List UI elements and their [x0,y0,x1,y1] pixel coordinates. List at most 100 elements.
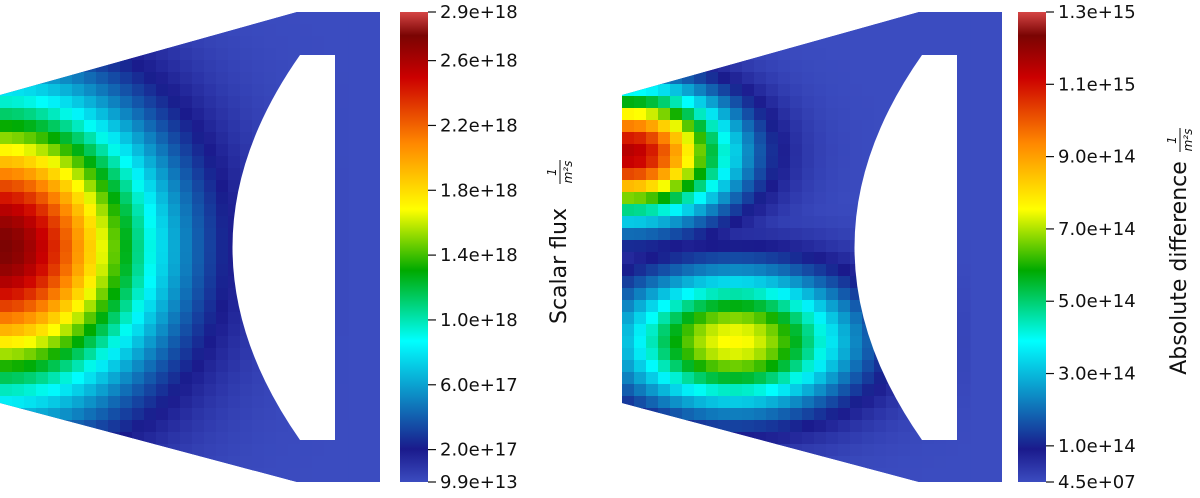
domain-cutout [232,55,335,440]
field-cell [730,456,743,469]
field-cell [778,48,791,61]
field-cell [156,432,169,445]
field-cell [946,456,959,469]
field-cell [300,468,313,481]
field-cell [156,168,169,181]
field-cell [838,324,851,337]
field-cell [12,72,25,85]
field-cell [850,336,863,349]
field-cell [754,228,767,241]
field-cell [814,228,827,241]
field-cell [0,324,13,337]
field-cell [48,120,61,133]
field-cell [48,420,61,433]
field-cell [862,408,875,421]
field-cell [910,36,923,49]
field-cell [336,96,349,109]
field-cell [336,360,349,373]
field-cell [156,468,169,481]
field-cell [168,132,181,145]
field-cell [228,132,241,145]
field-cell [634,348,647,361]
field-cell [324,24,337,37]
field-cell [958,456,971,469]
field-cell [622,324,635,337]
field-cell [850,60,863,73]
field-cell [754,132,767,145]
field-cell [84,360,97,373]
field-cell [120,60,133,73]
field-cell [156,324,169,337]
field-cell [730,96,743,109]
field-cell [156,84,169,97]
field-cell [216,168,229,181]
field-cell [60,444,73,457]
field-cell [886,24,899,37]
field-cell [658,432,671,445]
field-cell [706,396,719,409]
field-cell [336,480,349,482]
field-cell [790,180,803,193]
field-cell [168,12,181,25]
field-cell [886,444,899,457]
field-cell [862,120,875,133]
field-cell [670,192,683,205]
field-cell [108,312,121,325]
field-cell [718,396,731,409]
field-cell [718,252,731,265]
field-cell [24,408,37,421]
field-cell [958,228,971,241]
field-cell [288,24,301,37]
field-cell [276,456,289,469]
field-cell [228,384,241,397]
field-cell [850,96,863,109]
field-cell [156,480,169,482]
field-cell [60,312,73,325]
field-cell [240,348,253,361]
field-cell [778,324,791,337]
field-cell [742,456,755,469]
field-cell [240,72,253,85]
field-cell [754,84,767,97]
field-cell [324,36,337,49]
field-cell [814,216,827,229]
field-cell [84,252,97,265]
field-cell [72,468,85,481]
field-cell [276,12,289,25]
field-cell [228,180,241,193]
field-cell [204,72,217,85]
field-cell [826,120,839,133]
field-cell [300,24,313,37]
field-cell [730,192,743,205]
field-cell [730,480,743,482]
field-cell [754,72,767,85]
field-cell [670,156,683,169]
field-cell [634,156,647,169]
field-cell [778,264,791,277]
field-cell [216,228,229,241]
field-cell [168,84,181,97]
field-cell [742,324,755,337]
field-cell [84,264,97,277]
field-cell [658,24,671,37]
field-cell [180,444,193,457]
field-cell [646,288,659,301]
field-cell [958,240,971,253]
field-cell [790,300,803,313]
field-cell [168,336,181,349]
field-cell [252,60,265,73]
field-cell [96,240,109,253]
field-cell [646,204,659,217]
field-cell [156,216,169,229]
field-cell [706,192,719,205]
field-cell [622,372,635,385]
field-cell [814,300,827,313]
field-cell [862,480,875,482]
colorbar-tick-label: 2.0e+17 [440,440,518,461]
field-cell [814,396,827,409]
field-cell [802,468,815,481]
field-cell [814,84,827,97]
field-cell [36,384,49,397]
field-cell [36,480,49,482]
field-cell [670,48,683,61]
